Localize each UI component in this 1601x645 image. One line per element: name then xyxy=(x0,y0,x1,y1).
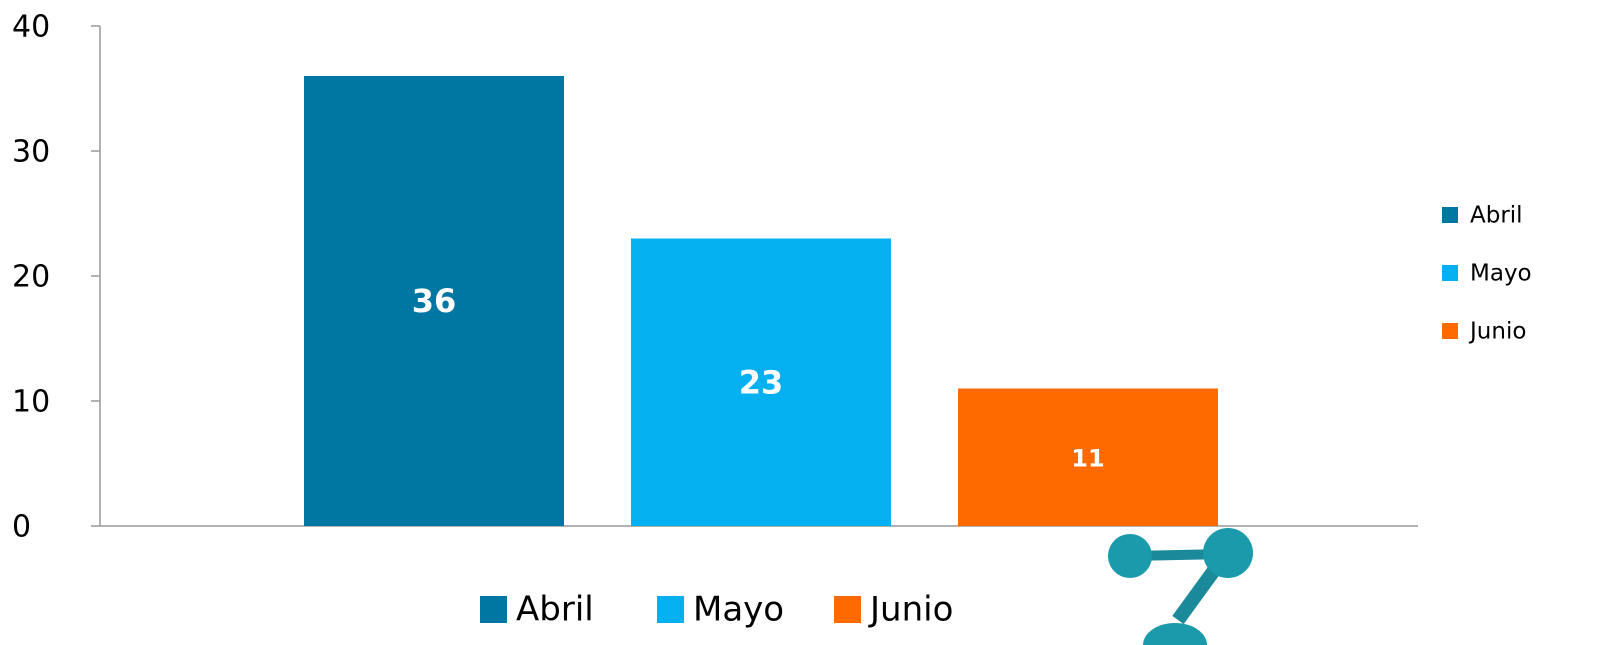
y-tick-label: 10 xyxy=(12,385,50,420)
legend-label: Junio xyxy=(868,590,953,630)
legend-label: Abril xyxy=(516,590,594,630)
bar xyxy=(631,238,891,526)
legend-label: Mayo xyxy=(1470,261,1532,287)
y-tick-label: 20 xyxy=(12,260,50,295)
legend-label: Mayo xyxy=(693,590,784,630)
legend-swatch xyxy=(480,596,507,623)
legend-swatch xyxy=(1442,207,1458,223)
data-label: 36 xyxy=(412,282,457,320)
y-tick-label: 40 xyxy=(12,10,50,45)
legend-swatch xyxy=(834,596,861,623)
legend-swatch xyxy=(1442,323,1458,339)
data-label: 23 xyxy=(739,363,784,401)
legend-label: Abril xyxy=(1470,203,1523,229)
bar xyxy=(958,388,1218,526)
bar xyxy=(304,76,564,526)
logo-dot xyxy=(1108,534,1152,578)
legend-label: Junio xyxy=(1468,319,1526,345)
logo xyxy=(1108,528,1253,645)
logo-dot xyxy=(1143,623,1207,645)
legend-swatch xyxy=(657,596,684,623)
data-label: 11 xyxy=(1071,444,1104,472)
legend-swatch xyxy=(1442,265,1458,281)
y-tick-label: 30 xyxy=(12,135,50,170)
y-tick-label: 0 xyxy=(12,510,31,545)
logo-dot xyxy=(1203,528,1253,578)
